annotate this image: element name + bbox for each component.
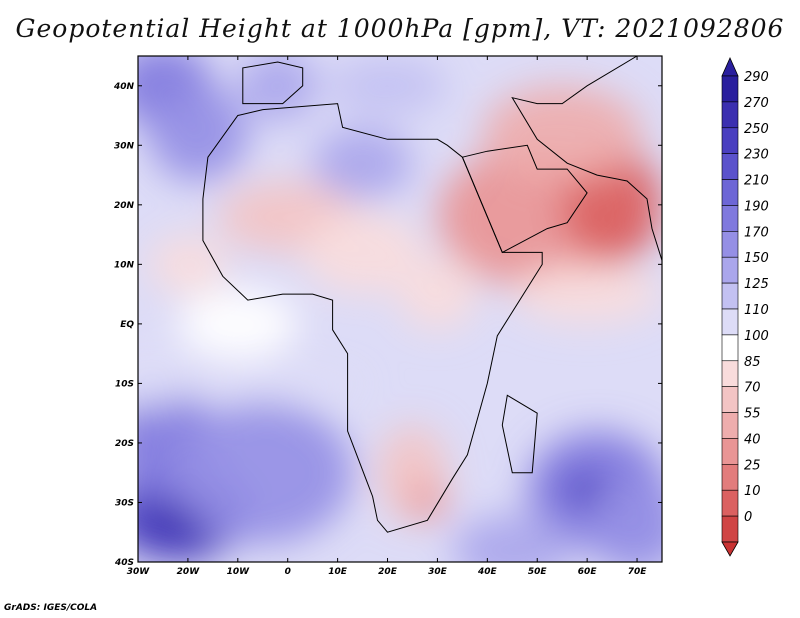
field-blob	[177, 288, 298, 360]
lon-tick-label: 50E	[528, 567, 548, 577]
lon-tick-label: 10W	[227, 567, 251, 577]
colorbar-label: 150	[744, 251, 769, 266]
lon-tick-label: 20E	[378, 567, 398, 577]
asia-outline	[511, 56, 662, 263]
colorbar-segment	[721, 75, 739, 103]
colorbar: 2902702502302101901701501251101008570554…	[721, 57, 769, 557]
lon-tick-label: 30W	[127, 567, 151, 577]
field-blob	[587, 478, 662, 562]
field-blob	[302, 210, 423, 295]
colorbar-segment	[721, 308, 739, 336]
colorbar-segment	[721, 515, 739, 543]
iberia-outline	[242, 61, 304, 105]
colorbar-cap-top	[721, 57, 739, 77]
colorbar-segment	[721, 386, 739, 413]
field-blobs	[138, 56, 662, 562]
lon-tick-label: 70E	[628, 567, 648, 577]
plot-frame	[137, 55, 663, 563]
field-blob	[397, 258, 478, 330]
field-blob	[237, 56, 318, 122]
madagascar-outline	[501, 394, 538, 474]
colorbar-segment	[721, 205, 739, 232]
colorbar-label: 190	[744, 199, 769, 214]
colorbar-segment	[721, 334, 739, 362]
field-blob	[327, 56, 448, 116]
field-blob	[407, 484, 448, 521]
africa-outline	[202, 103, 543, 533]
lat-tick-label: 20N	[114, 201, 135, 211]
colorbar-label: 125	[744, 277, 769, 292]
colorbar-segment	[721, 360, 739, 387]
colorbar-label: 270	[744, 96, 769, 111]
colorbar-label: 70	[744, 381, 761, 396]
field-blob	[312, 127, 413, 199]
field-blob	[172, 401, 353, 545]
geopotential-field	[138, 56, 662, 562]
coastlines	[202, 56, 662, 533]
colorbar-label: 40	[744, 432, 761, 447]
colorbar-cap-bottom	[721, 541, 739, 557]
colorbar-label: 100	[744, 329, 769, 344]
field-blob	[207, 365, 368, 402]
colorbar-segment	[721, 464, 739, 491]
lat-tick-label: 30N	[114, 141, 135, 151]
lon-tick-label: 60E	[578, 567, 598, 577]
colorbar-segment	[721, 282, 739, 310]
colorbar-segment	[721, 127, 739, 154]
lat-tick-label: 10S	[115, 379, 134, 389]
lat-tick-label: 40S	[114, 558, 134, 568]
field-blob	[138, 335, 198, 408]
colorbar-segment	[721, 179, 739, 206]
colorbar-segment	[721, 438, 739, 465]
colorbar-label: 25	[744, 458, 761, 473]
arabia-outline	[461, 144, 588, 254]
colorbar-label: 290	[744, 70, 769, 85]
colorbar-segment	[721, 489, 739, 517]
lon-tick-label: 0	[285, 567, 291, 577]
colorbar-label: 0	[744, 510, 752, 525]
field-blob	[147, 85, 248, 182]
field-blob	[512, 264, 662, 324]
colorbar-label: 85	[744, 355, 761, 370]
colorbar-segment	[721, 412, 739, 439]
colorbar-segment	[721, 101, 739, 129]
colorbar-label: 170	[744, 225, 769, 240]
lon-tick-label: 10E	[328, 567, 348, 577]
colorbar-label: 10	[744, 484, 761, 499]
axis-ticks: 30W 20W 10W 0 10E 20E 30E 40E 50E 60E 70E 40N 30N 20N…	[113, 56, 662, 577]
grads-credit: GrADS: IGES/COLA	[4, 603, 98, 613]
colorbar-label: 210	[744, 174, 769, 189]
field-blob	[452, 514, 573, 562]
colorbar-segment	[721, 153, 739, 180]
colorbar-segment	[721, 256, 739, 284]
lon-tick-label: 20W	[177, 567, 201, 577]
colorbar-label: 110	[744, 303, 769, 318]
lat-tick-label: 10N	[114, 260, 135, 270]
lat-tick-label: 40N	[113, 82, 135, 92]
colorbar-segment	[721, 231, 739, 258]
colorbar-label: 250	[744, 122, 769, 137]
lon-tick-label: 30E	[428, 567, 448, 577]
lon-tick-label: 40E	[477, 567, 498, 577]
colorbar-label: 230	[744, 148, 769, 163]
lat-tick-label: 20S	[115, 439, 134, 449]
lat-tick-label: EQ	[120, 320, 134, 330]
lat-tick-label: 30S	[115, 498, 134, 508]
colorbar-label: 55	[744, 407, 761, 422]
field-blob	[482, 85, 643, 182]
chart-title: Geopotential Height at 1000hPa [gpm], VT…	[15, 14, 785, 43]
